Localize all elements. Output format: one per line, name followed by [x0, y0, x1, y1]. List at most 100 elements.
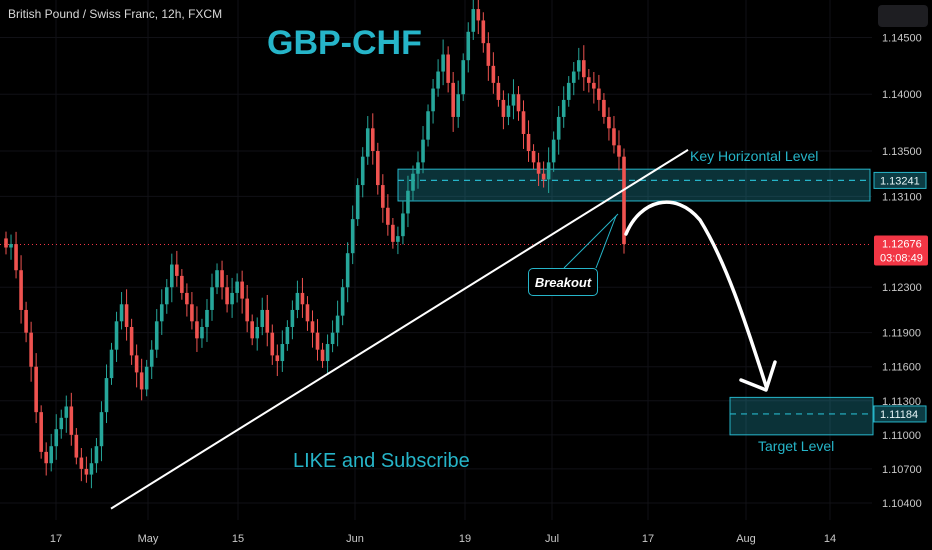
candle-body-79 [401, 213, 405, 237]
candle-body-47 [240, 281, 244, 299]
candle-body-23 [119, 304, 124, 322]
candle-body-41 [210, 287, 214, 310]
candle-body-9 [49, 446, 54, 464]
candle-body-82 [416, 162, 420, 174]
candle-body-38 [195, 321, 199, 339]
candle-body-15 [79, 457, 84, 469]
price-tick-1: 1.14000 [882, 89, 922, 101]
candle-body-17 [89, 463, 94, 475]
candle-body-100 [506, 105, 511, 117]
time-tick-7: Aug [736, 533, 756, 545]
candle-body-20 [104, 378, 109, 413]
breakout-pointer-2 [595, 215, 617, 269]
candle-body-101 [511, 94, 516, 106]
candle-body-59 [300, 292, 305, 305]
level-zones [397, 168, 874, 436]
candle-body-67 [340, 287, 345, 316]
price-tick-0: 1.14500 [882, 32, 922, 44]
candle-body-37 [190, 304, 194, 322]
price-tick-4: 1.12300 [882, 282, 922, 294]
candle-body-84 [426, 111, 430, 140]
candle-body-65 [330, 332, 335, 345]
time-tick-6: 17 [642, 533, 654, 545]
candle-body-123 [622, 156, 626, 245]
candle-body-106 [536, 162, 541, 174]
time-tick-4: 19 [459, 533, 471, 545]
candle-body-121 [612, 128, 616, 146]
price-tick-9: 1.10700 [882, 464, 922, 476]
candle-body-117 [592, 82, 596, 89]
candle-body-53 [270, 332, 275, 356]
candle-body-85 [431, 88, 435, 112]
candle-body-83 [421, 139, 425, 163]
price-tick-5: 1.11900 [882, 328, 921, 340]
candle-body-56 [285, 326, 290, 345]
candle-body-111 [561, 99, 566, 117]
candle-body-108 [546, 162, 551, 180]
candle-body-48 [245, 298, 249, 322]
candle-body-5 [29, 332, 33, 367]
time-tick-0: 17 [50, 533, 62, 545]
candle-body-43 [220, 270, 224, 288]
candle-body-35 [180, 275, 184, 293]
candle-body-34 [175, 264, 179, 276]
candle-body-120 [607, 116, 611, 129]
candle-body-29 [149, 349, 154, 367]
candle-body-98 [496, 82, 501, 100]
time-tick-3: Jun [346, 533, 364, 545]
candle-body-94 [476, 9, 481, 21]
price-tick-2: 1.13500 [882, 146, 922, 158]
candle-body-64 [325, 344, 330, 362]
candle-body-118 [597, 88, 601, 100]
candle-body-16 [84, 468, 89, 475]
candle-body-74 [376, 151, 380, 186]
chart-menu-button[interactable] [878, 5, 928, 27]
chart-heading: GBP-CHF [267, 24, 422, 62]
price-tick-10: 1.10400 [882, 498, 922, 510]
candle-body-70 [355, 185, 360, 220]
candlestick-series [4, 0, 626, 489]
candle-body-6 [34, 366, 38, 413]
candle-body-96 [486, 43, 491, 66]
candle-body-110 [556, 116, 561, 140]
candle-body-54 [275, 355, 280, 362]
price-tick-6: 1.11600 [882, 362, 921, 374]
like-subscribe-text: LIKE and Subscribe [293, 450, 470, 472]
time-tick-1: May [138, 533, 159, 545]
target-tag [873, 405, 927, 423]
candle-body-14 [74, 434, 79, 458]
countdown-text: 03:08:49 [880, 253, 923, 265]
instrument-title: British Pound / Swiss Franc, 12h, FXCM [8, 7, 223, 21]
candle-body-11 [59, 417, 64, 430]
candle-body-57 [290, 309, 295, 327]
current-price-text: 1.12676 [882, 239, 922, 251]
time-tick-8: 14 [824, 533, 836, 545]
candle-body-22 [114, 321, 119, 350]
candle-body-49 [250, 321, 254, 339]
candle-body-81 [411, 173, 415, 191]
candle-body-102 [516, 94, 521, 112]
key-level-tag-text: 1.13241 [880, 175, 920, 187]
candle-body-0 [4, 238, 8, 248]
candle-body-71 [360, 156, 365, 186]
breakout-callout: Breakout [528, 268, 598, 296]
candle-body-60 [305, 304, 310, 322]
target-tag-text: 1.11184 [880, 409, 918, 421]
candle-body-32 [164, 287, 169, 305]
candle-body-115 [582, 60, 586, 78]
candle-body-52 [265, 309, 270, 333]
time-tick-5: Jul [545, 533, 559, 545]
candle-body-7 [39, 412, 43, 452]
target-level-label: Target Level [758, 438, 835, 454]
candle-body-24 [124, 304, 129, 327]
candle-body-104 [526, 133, 531, 152]
projection-arrowhead [739, 360, 777, 392]
candle-body-10 [54, 429, 59, 447]
ascending-trendline [110, 149, 689, 510]
candle-body-3 [19, 270, 23, 310]
candle-body-4 [24, 309, 28, 333]
candle-body-114 [576, 60, 581, 72]
candle-body-12 [64, 406, 69, 418]
time-tick-2: 15 [232, 533, 244, 545]
time-axis: 17 May 15 Jun 19 Jul 17 Aug 14 [50, 533, 836, 545]
